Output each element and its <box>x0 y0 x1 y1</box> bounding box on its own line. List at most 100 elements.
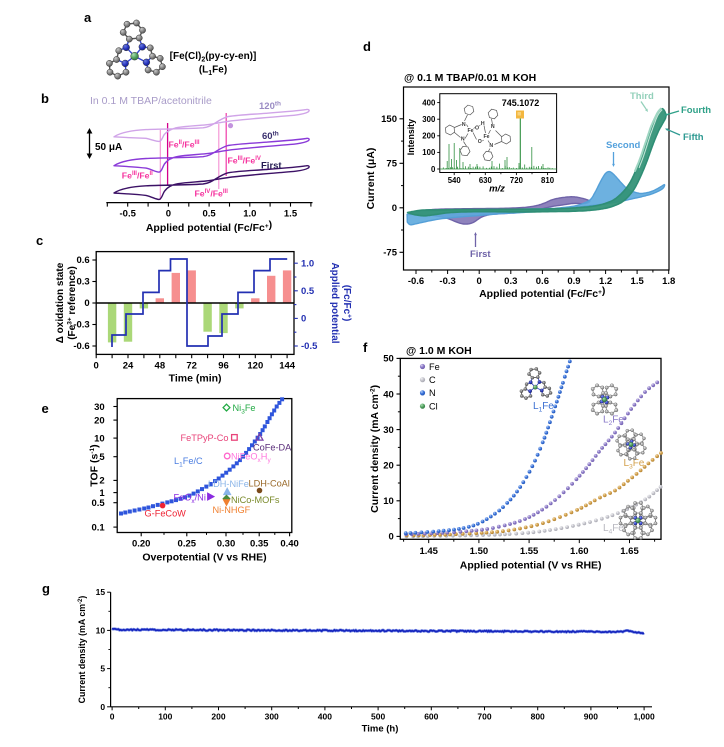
svg-text:1.2: 1.2 <box>599 276 612 287</box>
svg-text:50 μA: 50 μA <box>95 142 122 153</box>
svg-text:In 0.1 M TBAP/acetonitrile: In 0.1 M TBAP/acetonitrile <box>90 95 212 107</box>
svg-text:0: 0 <box>389 532 394 543</box>
svg-text:1.50: 1.50 <box>470 546 489 557</box>
svg-text:Fe: Fe <box>429 362 440 372</box>
svg-text:200: 200 <box>422 132 436 141</box>
svg-text:Cl: Cl <box>429 401 438 411</box>
svg-text:48: 48 <box>155 360 166 371</box>
svg-text:20: 20 <box>383 461 394 472</box>
svg-text:e: e <box>42 401 49 416</box>
svg-text:120th: 120th <box>259 101 281 113</box>
svg-text:b: b <box>41 91 49 106</box>
svg-text:TOF (s-1): TOF (s-1) <box>89 444 101 486</box>
svg-text:NiCo-MOFs: NiCo-MOFs <box>231 495 280 505</box>
svg-text:Time (min): Time (min) <box>169 372 222 384</box>
svg-text:0.25: 0.25 <box>178 539 197 550</box>
svg-text:Second: Second <box>606 140 641 151</box>
svg-text:0: 0 <box>84 298 89 309</box>
svg-text:(Fe3+ reference): (Fe3+ reference) <box>67 266 78 340</box>
svg-text:CoFe-DA: CoFe-DA <box>253 443 292 453</box>
svg-text:745.1072: 745.1072 <box>502 98 540 108</box>
svg-text:400: 400 <box>422 98 436 107</box>
svg-text:Applied potential: Applied potential <box>329 262 340 343</box>
svg-text:Fifth: Fifth <box>683 132 704 143</box>
svg-text:10: 10 <box>94 433 105 444</box>
svg-text:630: 630 <box>479 176 493 185</box>
svg-text:c: c <box>36 233 43 248</box>
svg-text:First: First <box>470 249 491 260</box>
svg-text:-75: -75 <box>383 247 397 258</box>
svg-text:f: f <box>363 340 368 355</box>
svg-text:400: 400 <box>318 711 332 721</box>
svg-text:0.3: 0.3 <box>76 277 89 288</box>
svg-text:120: 120 <box>247 360 263 371</box>
svg-text:Δ oxidation state: Δ oxidation state <box>55 262 66 343</box>
svg-text:Applied potential (Fc/Fc+): Applied potential (Fc/Fc+) <box>479 285 605 300</box>
svg-text:2: 2 <box>99 476 104 487</box>
svg-text:0.6: 0.6 <box>536 276 549 287</box>
svg-text:800: 800 <box>531 711 545 721</box>
svg-text:d: d <box>363 39 371 54</box>
svg-text:700: 700 <box>477 711 491 721</box>
svg-text:FeIII/FeII: FeIII/FeII <box>122 171 153 181</box>
svg-text:-0.3: -0.3 <box>73 320 89 331</box>
svg-text:Intensity: Intensity <box>406 119 416 155</box>
svg-text:900: 900 <box>584 711 598 721</box>
svg-text:L1Fe: L1Fe <box>533 401 554 414</box>
svg-text:1.65: 1.65 <box>620 546 639 557</box>
svg-text:First: First <box>261 161 282 172</box>
svg-text:m/z: m/z <box>489 184 505 195</box>
svg-text:500: 500 <box>371 711 385 721</box>
svg-text:96: 96 <box>218 360 229 371</box>
svg-text:150: 150 <box>381 114 397 125</box>
svg-text:Time (h): Time (h) <box>362 724 399 735</box>
svg-text:300: 300 <box>265 711 279 721</box>
svg-text:Current density (mA cm-2): Current density (mA cm-2) <box>369 385 381 513</box>
svg-text:75: 75 <box>386 159 397 170</box>
svg-text:5: 5 <box>100 664 105 674</box>
svg-text:30: 30 <box>94 402 105 413</box>
svg-text:(Fc/Fc+): (Fc/Fc+) <box>341 285 352 322</box>
svg-text:20: 20 <box>94 415 105 426</box>
svg-text:-0.6: -0.6 <box>73 341 89 352</box>
svg-text:1.45: 1.45 <box>419 546 438 557</box>
svg-text:144: 144 <box>279 360 296 371</box>
svg-text:-0.3: -0.3 <box>439 276 455 287</box>
svg-text:Applied potential (V vs RHE): Applied potential (V vs RHE) <box>460 559 602 571</box>
svg-text:a: a <box>84 10 92 25</box>
svg-text:Fe: Fe <box>483 134 489 140</box>
svg-text:Current density (mA cm-2): Current density (mA cm-2) <box>77 596 87 704</box>
svg-text:0.1: 0.1 <box>91 522 105 533</box>
svg-text:L4Fe: L4Fe <box>603 523 624 536</box>
svg-text:N: N <box>462 122 466 128</box>
svg-text:200: 200 <box>211 711 225 721</box>
svg-text:1,000: 1,000 <box>633 711 655 721</box>
svg-text:O: O <box>478 139 482 145</box>
svg-text:Fe: Fe <box>467 128 473 134</box>
svg-text:FeIV/FeIII: FeIV/FeIII <box>195 189 229 199</box>
svg-text:720: 720 <box>510 176 524 185</box>
svg-text:0: 0 <box>477 276 482 287</box>
svg-text:0.3: 0.3 <box>504 276 517 287</box>
svg-text:[Fe(Cl)2(py-cy-en)]: [Fe(Cl)2(py-cy-en)] <box>170 51 257 64</box>
svg-text:0: 0 <box>301 314 306 325</box>
svg-text:LDH-NiFe: LDH-NiFe <box>208 479 249 489</box>
svg-text:L3Fe: L3Fe <box>624 458 645 471</box>
svg-text:1.8: 1.8 <box>662 276 675 287</box>
svg-text:N: N <box>461 137 465 143</box>
svg-text:0: 0 <box>100 702 105 712</box>
svg-text:g: g <box>42 581 50 596</box>
svg-text:-0.6: -0.6 <box>408 276 424 287</box>
svg-text:Third: Third <box>630 91 654 102</box>
svg-text:0.5: 0.5 <box>301 286 315 297</box>
svg-text:@ 1.0 M KOH: @ 1.0 M KOH <box>406 345 472 357</box>
svg-text:0: 0 <box>431 165 436 174</box>
svg-text:Current (μA): Current (μA) <box>365 148 377 210</box>
svg-text:0.20: 0.20 <box>132 539 151 550</box>
svg-text:FeII/FeIII: FeII/FeIII <box>169 140 200 150</box>
svg-text:0.40: 0.40 <box>280 539 299 550</box>
svg-text:Fourth: Fourth <box>681 105 711 116</box>
svg-text:1.55: 1.55 <box>520 546 539 557</box>
svg-text:50: 50 <box>383 354 394 365</box>
svg-text:Applied potential (Fc/Fc+): Applied potential (Fc/Fc+) <box>146 219 272 234</box>
